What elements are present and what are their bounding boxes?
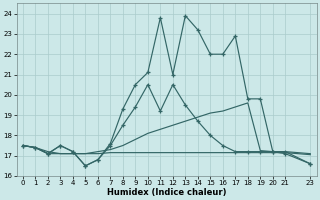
X-axis label: Humidex (Indice chaleur): Humidex (Indice chaleur) [107,188,226,197]
